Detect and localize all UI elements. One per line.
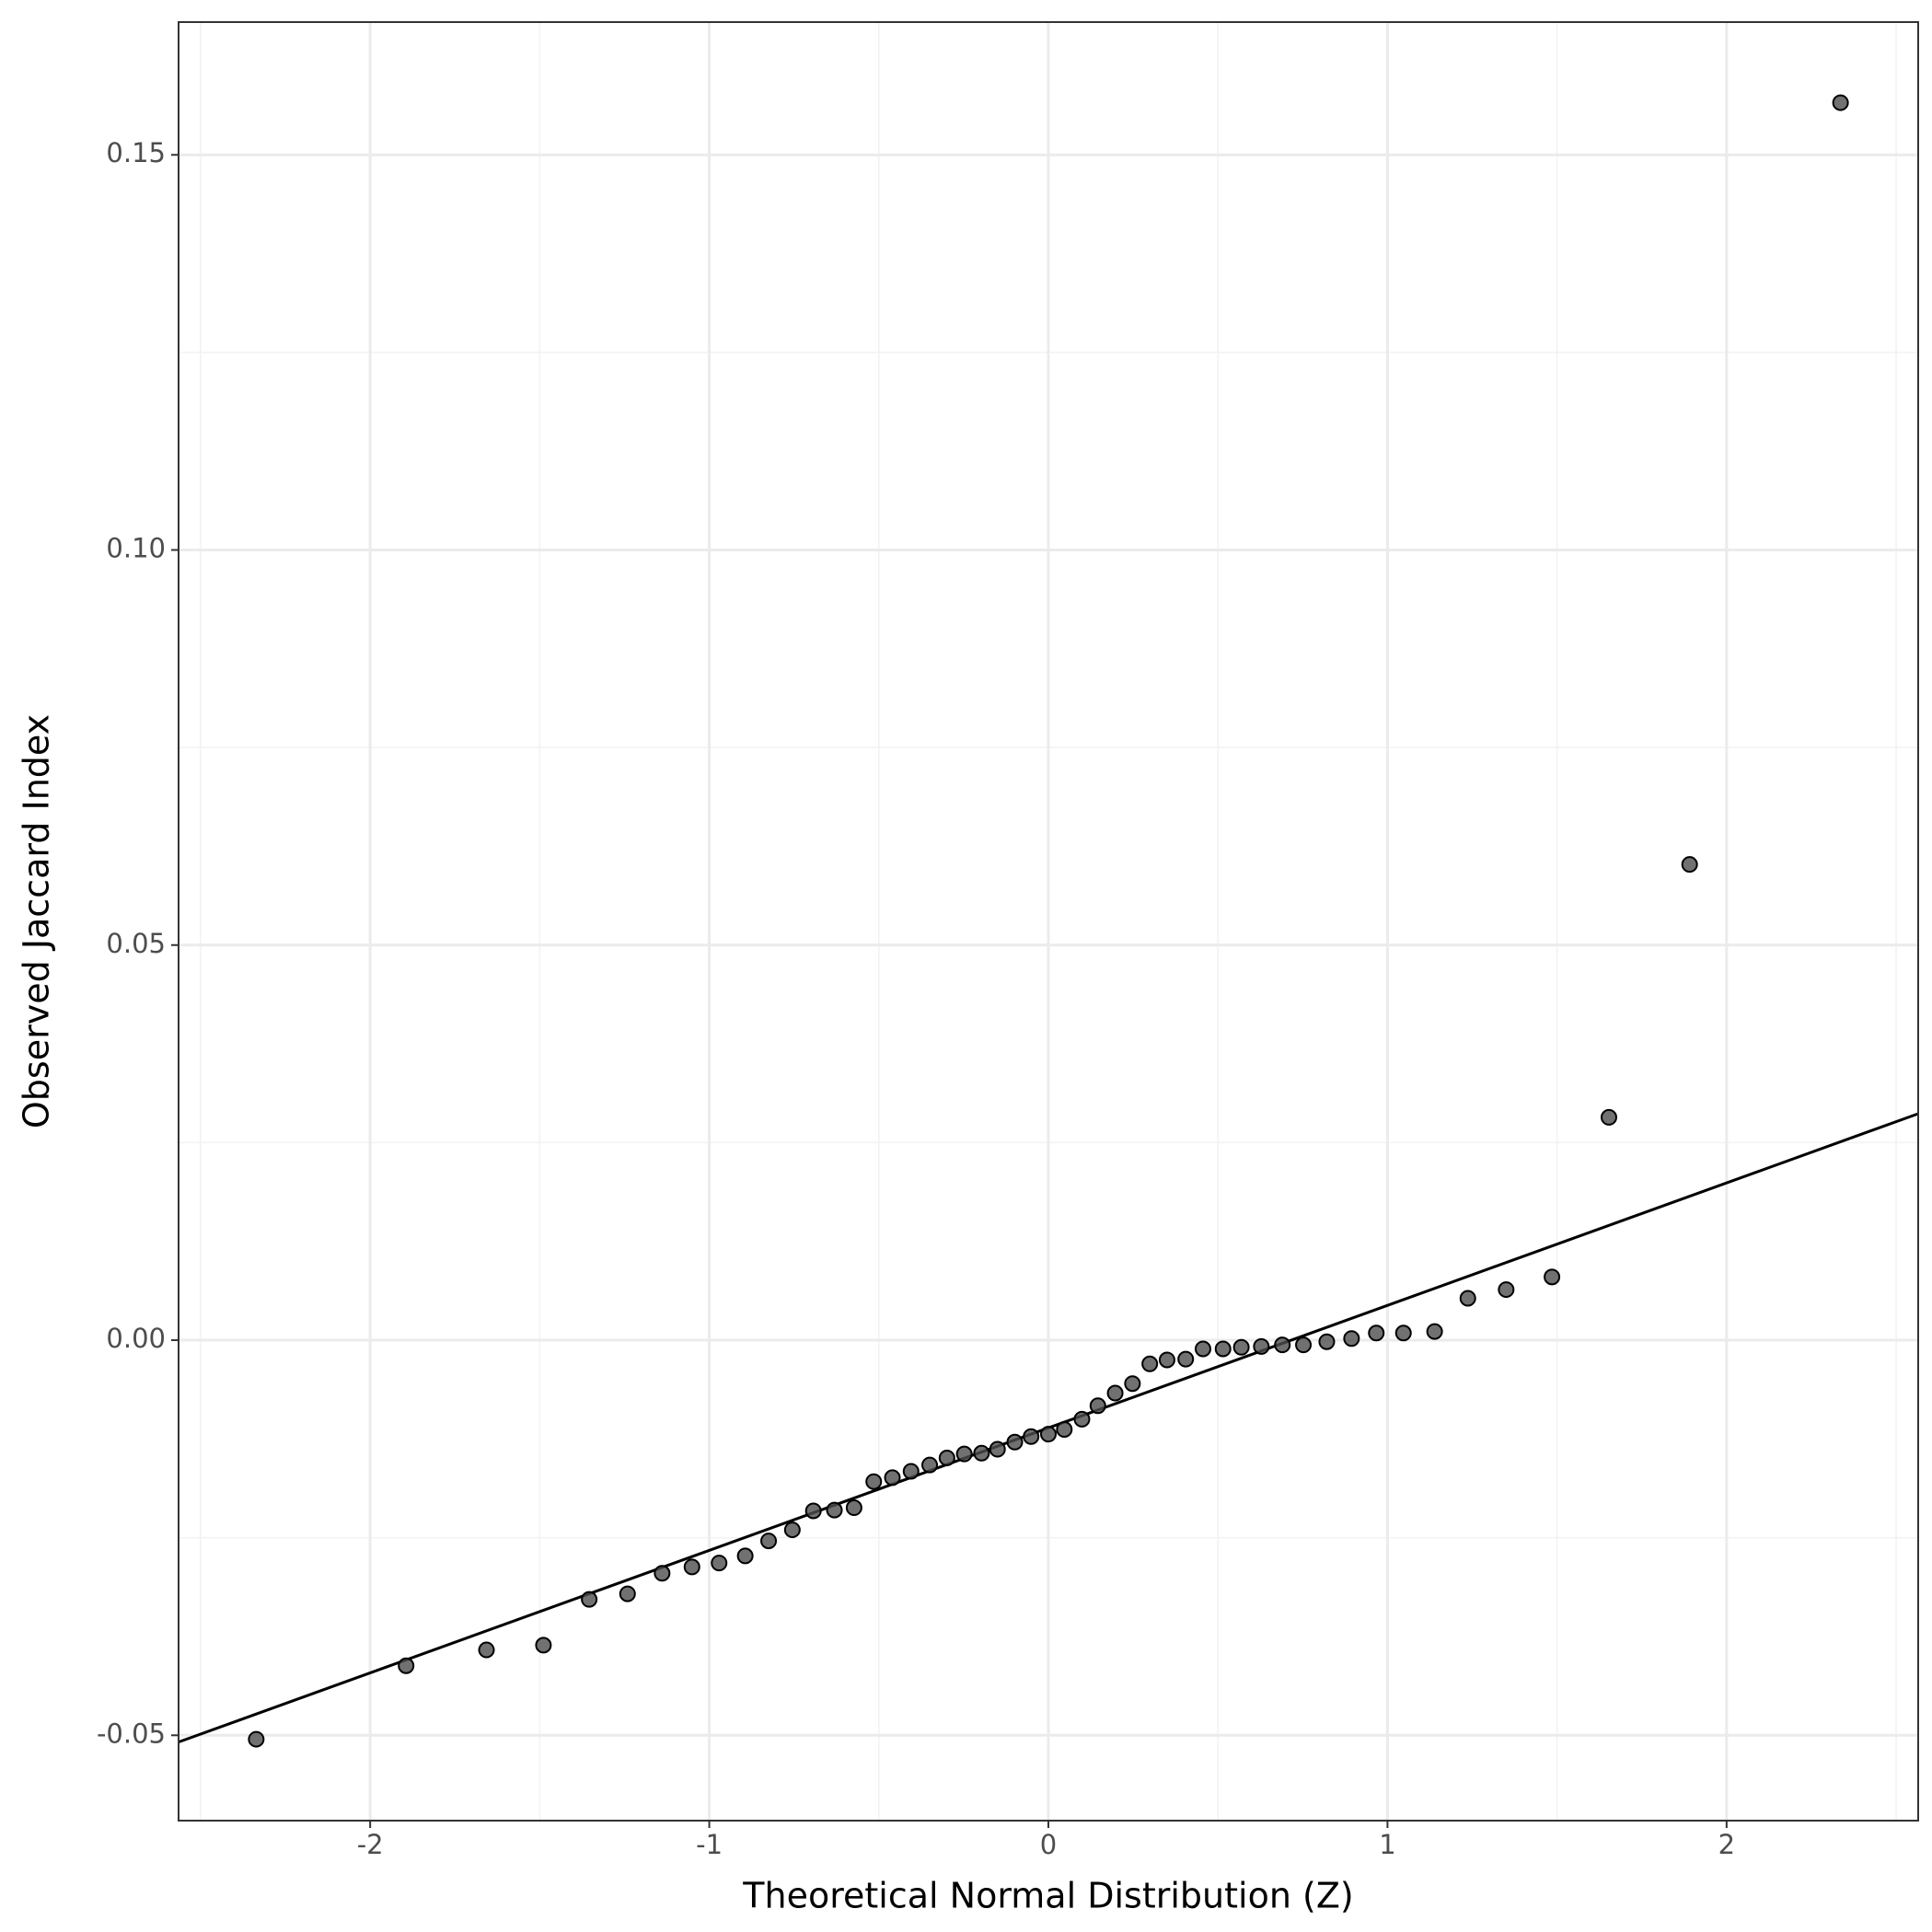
- point: [248, 1730, 265, 1748]
- point: [1106, 1384, 1124, 1402]
- point: [1023, 1428, 1040, 1445]
- point: [1318, 1333, 1336, 1350]
- point: [1253, 1337, 1270, 1355]
- point: [826, 1501, 843, 1519]
- point: [1343, 1330, 1360, 1348]
- point: [955, 1445, 973, 1463]
- x-tick-label: -2: [357, 1829, 384, 1860]
- x-axis-title: Theoretical Normal Distribution (Z): [742, 1876, 1353, 1916]
- point: [921, 1456, 939, 1474]
- point: [1124, 1375, 1141, 1393]
- point: [535, 1637, 552, 1654]
- panel-border: [178, 21, 1919, 1822]
- point: [1195, 1340, 1211, 1358]
- point: [1544, 1268, 1561, 1286]
- point: [1089, 1397, 1106, 1415]
- point: [1232, 1338, 1250, 1356]
- point: [1040, 1426, 1057, 1443]
- point: [973, 1444, 990, 1462]
- y-tick-label: 0.10: [106, 532, 166, 563]
- point: [1459, 1290, 1476, 1307]
- point: [1274, 1336, 1291, 1354]
- y-axis-title: Observed Jaccard Index: [17, 714, 57, 1128]
- point: [581, 1591, 598, 1608]
- point: [736, 1547, 754, 1565]
- point: [1073, 1410, 1091, 1428]
- point: [654, 1565, 671, 1582]
- point: [760, 1533, 778, 1550]
- point: [1177, 1350, 1195, 1368]
- point: [619, 1585, 636, 1602]
- point: [1006, 1433, 1024, 1451]
- x-tick-label: -1: [696, 1829, 723, 1860]
- x-tick-label: 2: [1718, 1829, 1735, 1860]
- point: [1141, 1355, 1159, 1372]
- point: [1214, 1340, 1232, 1358]
- point: [865, 1473, 883, 1490]
- point: [1295, 1336, 1313, 1354]
- point: [783, 1521, 801, 1539]
- point: [1056, 1421, 1073, 1439]
- point: [938, 1449, 955, 1466]
- x-tick-label: 0: [1040, 1829, 1057, 1860]
- point: [1426, 1323, 1443, 1340]
- point: [1681, 856, 1698, 873]
- point: [902, 1463, 920, 1480]
- point: [711, 1555, 728, 1572]
- y-tick-label: 0.15: [106, 137, 166, 168]
- point: [683, 1558, 700, 1576]
- point: [1158, 1351, 1175, 1369]
- point: [1832, 94, 1849, 111]
- point: [1394, 1325, 1412, 1342]
- point: [1601, 1108, 1617, 1126]
- point: [1498, 1281, 1515, 1299]
- y-tick-label: -0.05: [97, 1718, 166, 1749]
- point: [804, 1502, 822, 1520]
- point: [989, 1440, 1006, 1458]
- y-tick-label: 0.05: [106, 928, 166, 959]
- point: [478, 1641, 495, 1659]
- point: [845, 1499, 862, 1517]
- y-tick-label: 0.00: [106, 1323, 166, 1354]
- point: [884, 1469, 901, 1487]
- point: [398, 1657, 415, 1674]
- x-tick-label: 1: [1379, 1829, 1395, 1860]
- point: [1368, 1325, 1385, 1342]
